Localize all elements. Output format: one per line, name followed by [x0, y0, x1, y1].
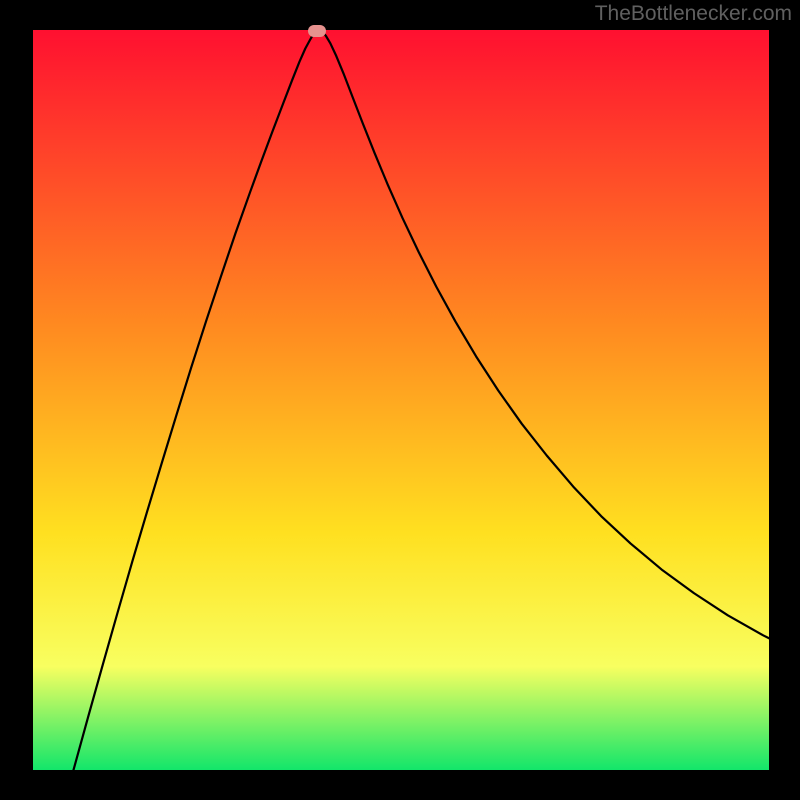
chart-container: TheBottlenecker.com — [0, 0, 800, 800]
bottleneck-curve — [33, 30, 769, 770]
optimum-marker — [308, 25, 326, 37]
watermark-text: TheBottlenecker.com — [595, 2, 792, 26]
plot-area — [33, 30, 769, 770]
